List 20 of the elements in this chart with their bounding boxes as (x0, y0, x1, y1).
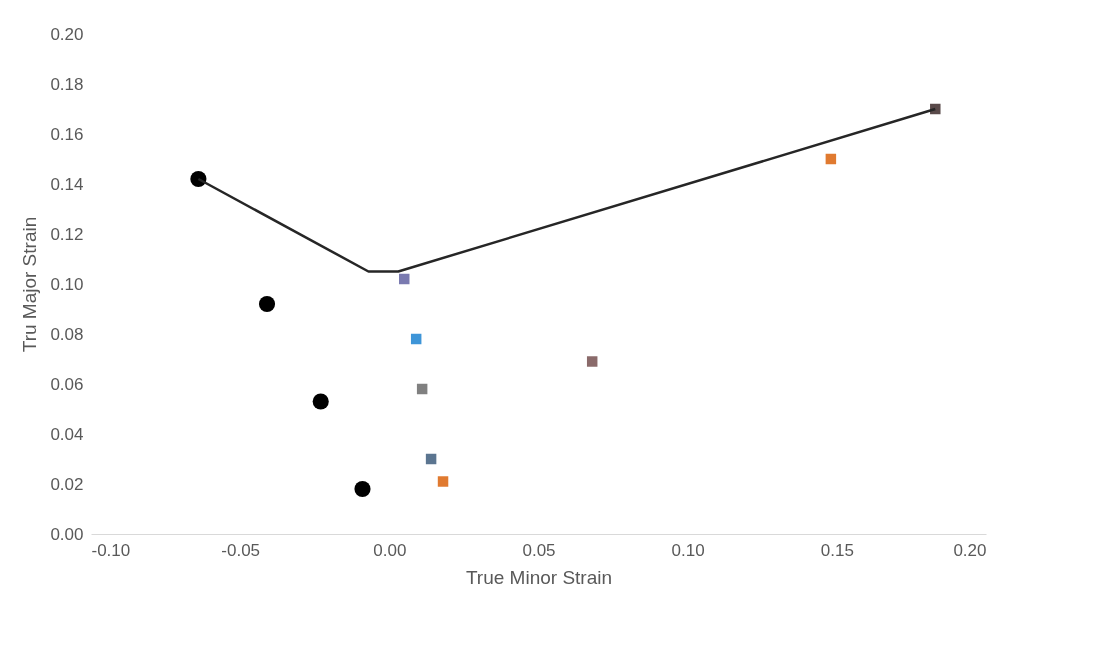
y-tick-label: 0.12 (50, 224, 84, 244)
x-tick-label: 0.05 (522, 540, 556, 560)
y-tick-label: 0.00 (50, 524, 84, 544)
y-tick-label: 0.20 (50, 24, 84, 44)
x-tick-label: -0.10 (91, 540, 131, 560)
x-axis-title: True Minor Strain (465, 566, 613, 588)
y-tick-label: 0.02 (50, 474, 84, 494)
y-tick-label: 0.14 (50, 174, 84, 194)
x-tick-label: 0.15 (820, 540, 854, 560)
y-tick-label: 0.06 (50, 374, 84, 394)
x-tick-label: -0.05 (221, 540, 261, 560)
y-tick-label: 0.08 (50, 324, 84, 344)
y-tick-label: 0.16 (50, 124, 84, 144)
x-tick-label: 0.20 (953, 540, 987, 560)
x-tick-label: 0.10 (671, 540, 705, 560)
y-tick-label: 0.04 (50, 424, 84, 444)
y-tick-label: 0.10 (50, 274, 84, 294)
y-axis-title: Tru Major Strain (19, 216, 41, 353)
x-tick-label: 0.00 (373, 540, 407, 560)
y-tick-label: 0.18 (50, 74, 84, 94)
